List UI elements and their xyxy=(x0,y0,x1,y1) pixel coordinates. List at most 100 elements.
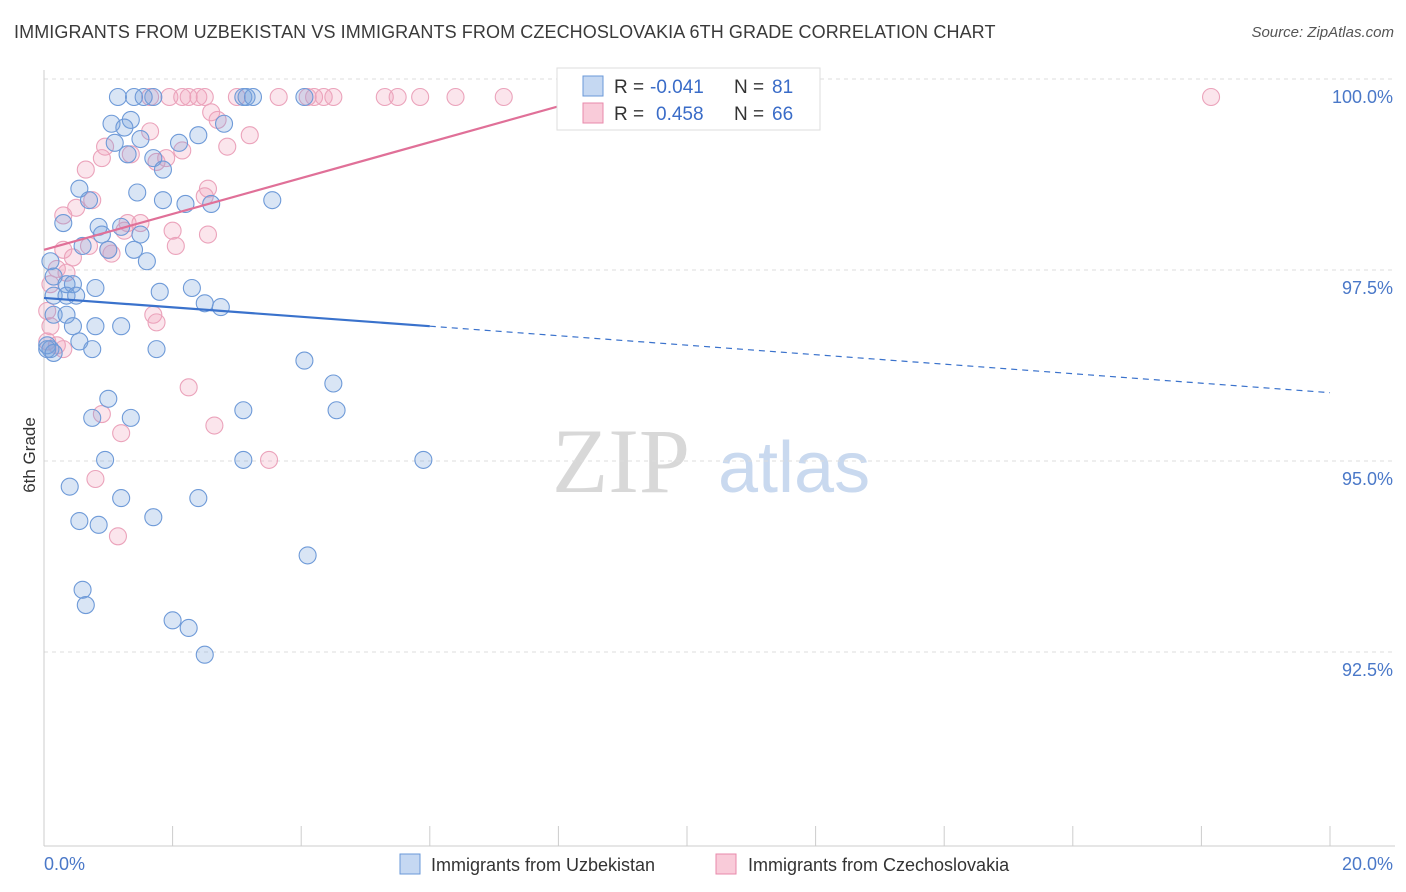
bottom-legend-label-czechoslovakia: Immigrants from Czechoslovakia xyxy=(748,855,1010,875)
uzbekistan-point xyxy=(137,252,156,271)
uzbekistan-point xyxy=(73,236,92,256)
watermark-atlas: atlas xyxy=(718,428,870,508)
legend-r-label-uzbekistan: R = xyxy=(614,77,644,98)
source-label: Source: ZipAtlas.com xyxy=(1251,24,1394,41)
uzbekistan-point xyxy=(295,87,314,107)
uzbekistan-point xyxy=(112,317,131,336)
uzbekistan-point xyxy=(189,489,208,508)
uzbekistan-point xyxy=(295,351,314,370)
bottom-legend-swatch-uzbekistan xyxy=(399,853,421,875)
uzbekistan-point xyxy=(131,225,150,244)
uzbekistan-point xyxy=(124,240,144,259)
czechoslovakia-point xyxy=(108,527,127,546)
uzbekistan-point xyxy=(169,133,189,152)
uzbekistan-point xyxy=(112,489,131,508)
uzbekistan-point xyxy=(324,374,343,393)
czechoslovakia-point xyxy=(388,87,407,107)
uzbekistan-point xyxy=(115,118,134,137)
uzbekistan-point xyxy=(44,343,63,362)
uzbekistan-point xyxy=(263,191,282,210)
uzbekistan-point xyxy=(70,511,89,531)
uzbekistan-point xyxy=(86,278,105,298)
y-tick-label: 97.5% xyxy=(1342,278,1393,298)
uzbekistan-point xyxy=(134,87,153,107)
uzbekistan-point xyxy=(147,340,166,359)
uzbekistan-point xyxy=(163,611,182,630)
czechoslovakia-point xyxy=(227,87,246,107)
uzbekistan-point xyxy=(99,240,118,259)
uzbekistan-point xyxy=(108,87,127,107)
czechoslovakia-point xyxy=(147,313,166,332)
uzbekistan-point xyxy=(153,191,173,210)
czechoslovakia-point xyxy=(163,221,182,240)
czechoslovakia-point xyxy=(86,469,105,489)
axes: 92.5% 95.0% 97.5% 100.0% 0.0% 20.0% xyxy=(43,70,1395,874)
uzbekistan-point xyxy=(195,645,214,664)
x-tick-label: 20.0% xyxy=(1342,854,1393,874)
uzbekistan-point xyxy=(79,191,99,210)
czechoslovakia-point xyxy=(314,87,333,107)
czechoslovakia-point xyxy=(195,87,214,107)
uzbekistan-point xyxy=(60,477,79,496)
chart-title: IMMIGRANTS FROM UZBEKISTAN VS IMMIGRANTS… xyxy=(14,22,996,42)
uzbekistan-point xyxy=(99,389,118,408)
czechoslovakia-point xyxy=(218,137,237,156)
stats-legend: R = -0.041 N = 81 R = 0.458 N = 66 xyxy=(556,67,821,131)
uzbekistan-point xyxy=(54,214,73,233)
bottom-legend-swatch-czechoslovakia xyxy=(715,853,737,875)
czechoslovakia-point xyxy=(189,87,208,107)
czechoslovakia-point xyxy=(446,87,465,107)
uzbekistan-point xyxy=(211,298,230,317)
uzbekistan-point xyxy=(214,114,234,133)
bottom-legend-label-uzbekistan: Immigrants from Uzbekistan xyxy=(431,855,655,875)
czechoslovakia-point xyxy=(166,236,185,256)
uzbekistan-point xyxy=(150,282,169,301)
uzbekistan-point xyxy=(63,317,82,336)
y-tick-label: 95.0% xyxy=(1342,469,1393,489)
y-axis-label: 6th Grade xyxy=(20,417,39,493)
czechoslovakia-point xyxy=(202,103,221,122)
uzbekistan-point xyxy=(121,110,140,129)
legend-r-value-uzbekistan: -0.041 xyxy=(650,77,704,98)
czechoslovakia-point xyxy=(179,378,198,397)
uzbekistan-trend-extension xyxy=(429,325,1331,394)
czechoslovakia-point xyxy=(179,87,198,107)
czechoslovakia-point xyxy=(41,317,60,336)
legend-n-value-czechoslovakia: 66 xyxy=(772,104,793,125)
czechoslovakia-point xyxy=(240,126,259,145)
czechoslovakia-point xyxy=(173,87,192,107)
uzbekistan-point xyxy=(144,87,163,107)
uzbekistan-point xyxy=(76,596,95,615)
czechoslovakia-point xyxy=(411,87,430,107)
legend-r-value-czechoslovakia: 0.458 xyxy=(656,104,704,125)
uzbekistan-trend-line xyxy=(43,296,430,328)
czechoslovakia-point xyxy=(157,149,176,168)
legend-swatch-czechoslovakia xyxy=(582,102,604,124)
uzbekistan-point xyxy=(89,515,108,534)
uzbekistan-point xyxy=(237,87,256,107)
uzbekistan-point xyxy=(189,126,208,145)
uzbekistan-point xyxy=(96,450,115,469)
uzbekistan-point xyxy=(327,401,346,420)
czechoslovakia-point xyxy=(198,225,218,244)
uzbekistan-points xyxy=(38,87,433,664)
uzbekistan-point xyxy=(234,450,253,469)
uzbekistan-point xyxy=(182,278,201,298)
uzbekistan-point xyxy=(234,401,253,420)
uzbekistan-point xyxy=(73,580,92,599)
uzbekistan-point xyxy=(131,129,150,149)
series-legend: Immigrants from Uzbekistan Immigrants fr… xyxy=(399,853,1010,875)
uzbekistan-point xyxy=(63,275,82,294)
czechoslovakia-point xyxy=(1201,87,1221,107)
czechoslovakia-point xyxy=(259,450,279,469)
uzbekistan-point xyxy=(128,183,147,202)
czechoslovakia-point xyxy=(112,424,131,443)
czechoslovakia-point xyxy=(160,87,179,107)
uzbekistan-point xyxy=(121,408,140,427)
uzbekistan-point xyxy=(57,305,76,324)
uzbekistan-point xyxy=(153,160,173,179)
czechoslovakia-point xyxy=(76,160,95,179)
czechoslovakia-point xyxy=(92,405,111,424)
legend-n-label-czechoslovakia: N = xyxy=(734,104,764,125)
